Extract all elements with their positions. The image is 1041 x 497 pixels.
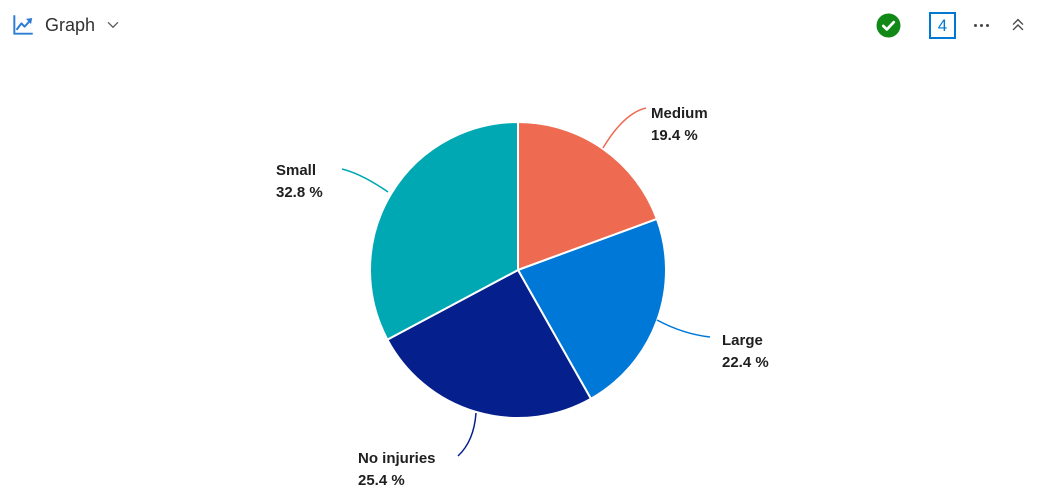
visual-title[interactable]: Graph [45,14,96,35]
slice-percent: 32.8 % [276,184,323,201]
check-circle-icon [876,13,901,37]
slice-name: No injuries [358,450,436,467]
pie-label-no-injuries: No injuries 25.4 % [358,448,436,492]
pie-slice-medium[interactable] [517,121,658,271]
slice-percent: 19.4 % [651,127,698,144]
leader-line-large [656,319,711,338]
chevron-down-icon[interactable] [104,16,122,34]
pie-slice-small[interactable] [369,121,519,341]
leader-line-small [341,168,389,193]
slice-percent: 25.4 % [358,472,405,489]
slice-name: Large [722,332,763,349]
pie-label-medium: Medium 19.4 % [651,103,708,147]
pie-label-small: Small 32.8 % [276,160,323,204]
pie-label-large: Large 22.4 % [722,330,769,374]
line-chart-icon[interactable] [10,12,36,38]
slice-name: Medium [651,105,708,122]
header-actions: 4 [876,11,1027,39]
slice-name: Small [276,162,317,179]
visual-header: Graph 4 [0,0,1041,50]
leader-line-no-injuries [457,412,477,457]
double-chevron-up-icon[interactable] [1009,16,1027,34]
count-badge[interactable]: 4 [929,11,956,39]
ellipsis-icon[interactable] [972,18,991,33]
pie-slice-no-injuries[interactable] [386,269,592,419]
leader-line-medium [602,107,647,149]
slice-percent: 22.4 % [722,354,769,371]
pie-slice-large[interactable] [517,217,667,400]
